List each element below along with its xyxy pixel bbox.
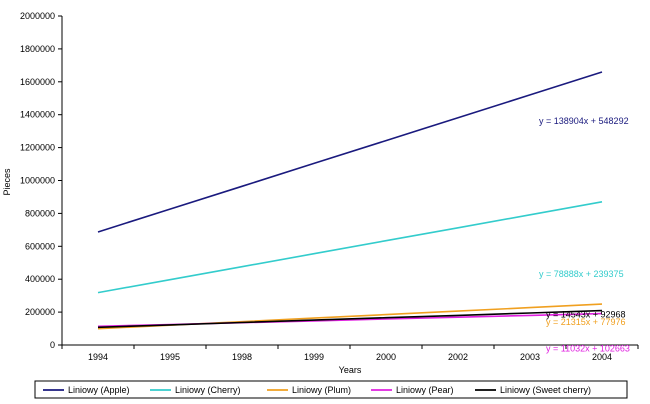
legend-box (34, 380, 628, 399)
legend-label: Liniowy (Sweet cherry) (500, 385, 591, 395)
x-tick-label: 2000 (376, 352, 396, 362)
legend-label: Liniowy (Plum) (292, 385, 351, 395)
y-axis: 0 200000 400000 600000 800000 1000000 1200000 1… (20, 11, 63, 350)
trendline-equation: y = 11032x + 102663 (546, 344, 630, 354)
y-tick-label: 600000 (25, 241, 55, 251)
x-tick-label: 1998 (232, 352, 252, 362)
x-tick-label: 1994 (88, 352, 108, 362)
series-line (97, 309, 603, 329)
legend-label: Liniowy (Cherry) (175, 385, 241, 395)
trendline-equation: y = 21315x + 77976 (546, 317, 626, 327)
y-tick-label: 800000 (25, 208, 55, 218)
legend: Liniowy (Apple) Liniowy (Cherry) Liniowy (… (34, 380, 628, 399)
x-tick-label: 2004 (592, 352, 612, 362)
y-tick-label: 1200000 (20, 143, 55, 153)
x-tick-label: 1995 (160, 352, 180, 362)
y-tick-label: 1800000 (20, 44, 55, 54)
y-axis-title: Pieces (2, 168, 12, 196)
y-tick-label: 200000 (25, 307, 55, 317)
y-tick-label: 1000000 (20, 176, 55, 186)
x-tick-label: 1999 (304, 352, 324, 362)
series-layer (97, 71, 603, 330)
legend-label: Liniowy (Pear) (396, 385, 454, 395)
x-tick-label: 2002 (448, 352, 468, 362)
series-line (97, 201, 603, 294)
x-axis: 1994 1995 1998 1999 2000 2002 2003 2004 (61, 344, 639, 362)
trendline-equation: y = 14543x + 92968 (546, 310, 626, 320)
y-tick-label: 1400000 (20, 110, 55, 120)
series-line (97, 71, 603, 233)
trendline-equation: y = 78888x + 239375 (539, 269, 624, 279)
legend-label: Liniowy (Apple) (68, 385, 130, 395)
y-tick-label: 0 (50, 340, 55, 350)
trendline-equation: y = 138904x + 548292 (539, 116, 629, 126)
equation-layer: y = 138904x + 548292 y = 78888x + 239375 y… (539, 116, 630, 354)
x-axis-title: Years (339, 365, 362, 375)
y-tick-label: 2000000 (20, 11, 55, 21)
x-tick-label: 2003 (520, 352, 540, 362)
y-tick-label: 1600000 (20, 77, 55, 87)
y-tick-label: 400000 (25, 274, 55, 284)
